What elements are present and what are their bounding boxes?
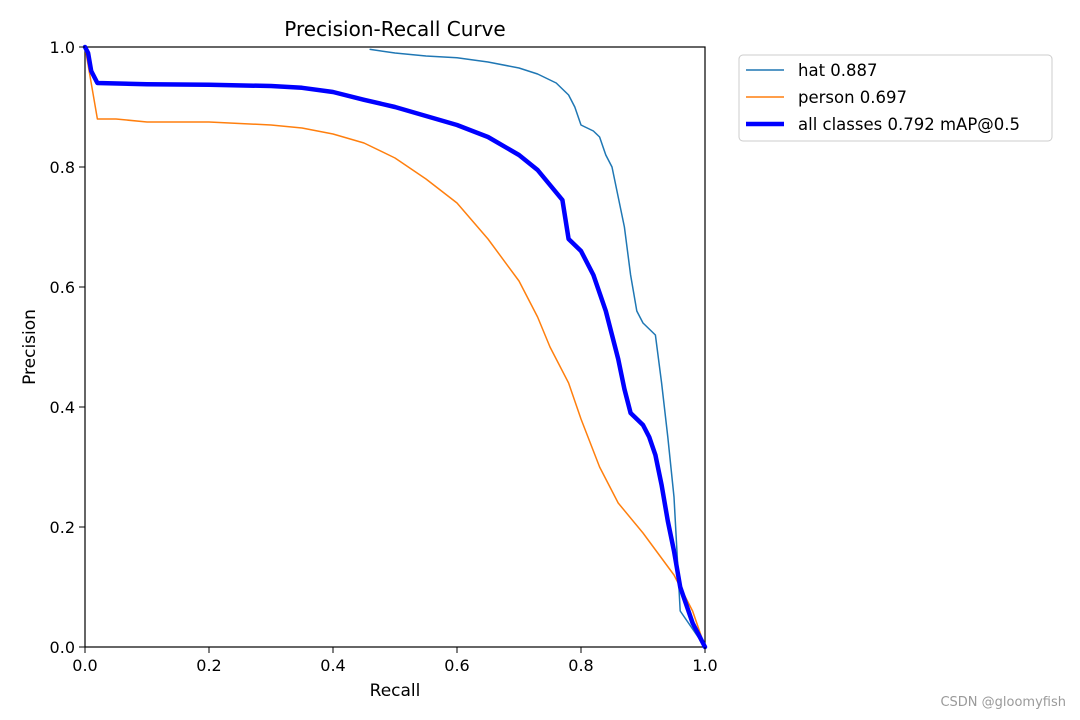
series-line-2 xyxy=(82,44,708,650)
x-axis-label: Recall xyxy=(370,681,421,701)
y-tick-label: 0.0 xyxy=(50,638,75,657)
x-tick-label: 0.4 xyxy=(320,656,345,675)
legend-label-2: all classes 0.792 mAP@0.5 xyxy=(798,115,1020,134)
x-tick-label: 0.6 xyxy=(444,656,469,675)
series-line-0 xyxy=(369,48,706,648)
y-tick-label: 0.2 xyxy=(50,518,75,537)
legend: hat 0.887 person 0.697 all classes 0.792 m… xyxy=(738,54,1053,142)
x-tick-label: 0.0 xyxy=(72,656,97,675)
series-layer xyxy=(82,44,708,650)
y-tick-label: 0.6 xyxy=(50,278,75,297)
plot-frame xyxy=(84,46,706,648)
y-axis-ticks: 0.0 0.2 0.4 0.6 0.8 1.0 xyxy=(50,38,85,657)
legend-box xyxy=(738,54,1053,142)
series-line-1 xyxy=(84,46,706,648)
watermark: CSDN @gloomyfish xyxy=(940,695,1066,710)
x-tick-label: 0.8 xyxy=(568,656,593,675)
legend-label-1: person 0.697 xyxy=(798,88,907,107)
plot-area: 0.0 0.2 0.4 0.6 0.8 1.0 0.0 0.2 0.4 0.6 0.8 1.0 xyxy=(50,38,718,675)
chart-title: Precision-Recall Curve xyxy=(284,17,505,41)
y-tick-label: 1.0 xyxy=(50,38,75,57)
legend-label-0: hat 0.887 xyxy=(798,61,878,80)
legend-items: hat 0.887 person 0.697 all classes 0.792 m… xyxy=(746,61,1020,134)
y-axis-label: Precision xyxy=(20,309,40,385)
y-tick-label: 0.8 xyxy=(50,158,75,177)
x-tick-label: 1.0 xyxy=(692,656,717,675)
x-axis-ticks: 0.0 0.2 0.4 0.6 0.8 1.0 xyxy=(72,647,718,675)
x-tick-label: 0.2 xyxy=(196,656,221,675)
y-tick-label: 0.4 xyxy=(50,398,75,417)
